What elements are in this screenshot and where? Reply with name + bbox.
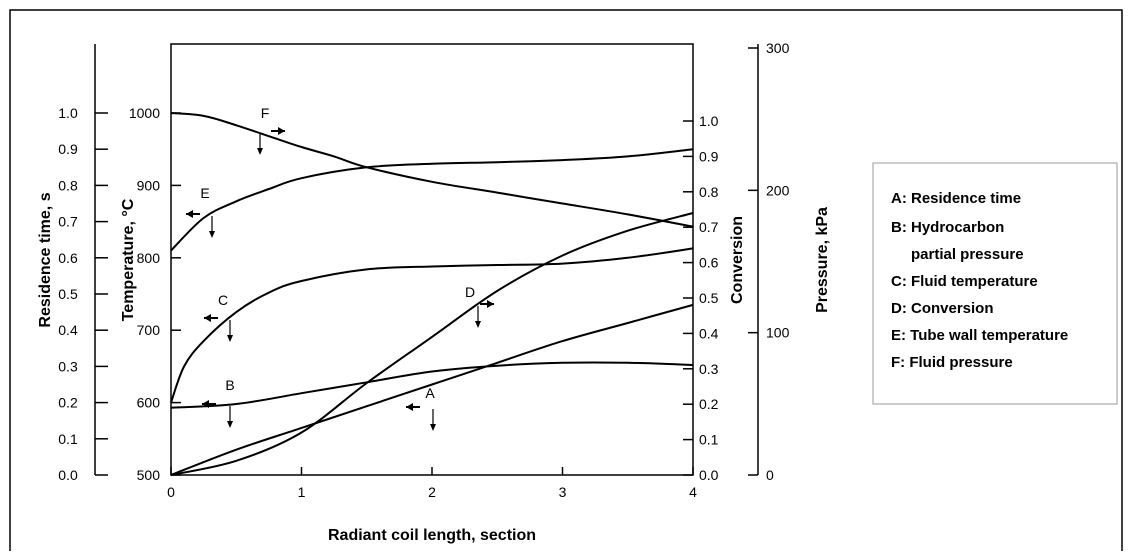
legend-entry-b: B: Hydrocarbon xyxy=(891,219,1004,236)
ticks-layer: 0.0 0.1 0.2 0.3 0.4 0.5 0.6 0.7 0.8 0.9 1.0 500 600 7… xyxy=(58,40,789,500)
curve-label-f: F xyxy=(261,105,270,121)
series-line-b xyxy=(170,361,694,409)
x-tick-label: 2 xyxy=(428,484,436,500)
legend-entry-a: A: Residence time xyxy=(891,190,1021,207)
curve-label-b: B xyxy=(225,377,234,393)
x-tick-label: 0 xyxy=(167,484,175,500)
conversion-tick-label: 1.0 xyxy=(699,113,719,129)
residence-time-tick-label: 0.6 xyxy=(58,250,78,266)
x-tick-label: 3 xyxy=(559,484,567,500)
conversion-tick-label: 0.8 xyxy=(699,184,719,200)
temperature-tick-label: 500 xyxy=(137,467,161,483)
temperature-axis-title: Temperature, °C xyxy=(120,198,137,321)
pressure-tick-label: 300 xyxy=(766,40,790,56)
conversion-tick-label: 0.9 xyxy=(699,148,719,164)
curve-label-c: C xyxy=(218,292,228,308)
residence-time-tick-label: 1.0 xyxy=(58,105,78,121)
axis-pointer-arrowhead xyxy=(406,403,413,411)
axis-pointer-arrowhead xyxy=(204,314,211,322)
conversion-tick-label: 0.0 xyxy=(699,467,719,483)
residence-time-axis-title: Residence time, s xyxy=(37,192,54,327)
figure-frame xyxy=(9,9,1123,556)
residence-time-tick-label: 0.9 xyxy=(58,141,78,157)
drop-arrowhead xyxy=(430,424,436,431)
residence-time-tick-label: 0.1 xyxy=(58,431,78,447)
drop-arrowhead xyxy=(475,321,481,328)
pressure-tick-label: 200 xyxy=(766,182,790,198)
drop-arrowhead xyxy=(227,335,233,342)
series-line-f xyxy=(170,112,694,228)
drop-arrowhead xyxy=(227,421,233,428)
conversion-tick-label: 0.1 xyxy=(699,432,719,448)
drop-arrowhead xyxy=(257,148,263,155)
x-tick-label: 4 xyxy=(689,484,697,500)
residence-time-tick-label: 0.2 xyxy=(58,395,78,411)
temperature-tick-label: 600 xyxy=(137,395,161,411)
temperature-tick-label: 1000 xyxy=(129,105,160,121)
series-line-a xyxy=(170,303,694,476)
temperature-tick-label: 900 xyxy=(137,177,161,193)
residence-time-tick-label: 0.4 xyxy=(58,322,78,338)
conversion-tick-label: 0.7 xyxy=(699,219,719,235)
pressure-axis-title: Pressure, kPa xyxy=(814,207,831,313)
x-tick-label: 1 xyxy=(298,484,306,500)
curves-layer xyxy=(170,112,694,476)
conversion-tick-label: 0.6 xyxy=(699,255,719,271)
conversion-tick-label: 0.2 xyxy=(699,396,719,412)
residence-time-tick-label: 0.7 xyxy=(58,214,78,230)
legend-entry-f: F: Fluid pressure xyxy=(891,354,1013,371)
curve-label-e: E xyxy=(200,185,209,201)
residence-time-tick-label: 0.0 xyxy=(58,467,78,483)
axis-pointer-arrowhead xyxy=(487,300,494,308)
legend: A: Residence time B: Hydrocarbon partial… xyxy=(872,162,1118,405)
legend-box xyxy=(872,162,1118,405)
series-line-e xyxy=(170,148,694,252)
conversion-tick-label: 0.4 xyxy=(699,325,719,341)
axis-pointer-arrowhead xyxy=(202,400,209,408)
temperature-tick-label: 800 xyxy=(137,250,161,266)
legend-entry-b-continued: partial pressure xyxy=(911,246,1024,263)
markers-layer: A B C D E F xyxy=(186,105,494,431)
axis-pointer-arrowhead xyxy=(278,127,285,135)
legend-entry-d: D: Conversion xyxy=(891,300,994,317)
residence-time-tick-label: 0.3 xyxy=(58,358,78,374)
conversion-tick-label: 0.3 xyxy=(699,361,719,377)
legend-entry-c: C: Fluid temperature xyxy=(891,273,1038,290)
axis-pointer-arrowhead xyxy=(186,210,193,218)
temperature-tick-label: 700 xyxy=(137,322,161,338)
curve-label-a: A xyxy=(425,385,435,401)
drop-arrowhead xyxy=(209,231,215,238)
series-line-d xyxy=(170,212,694,476)
series-line-c xyxy=(170,247,694,403)
pressure-tick-label: 100 xyxy=(766,325,790,341)
x-axis-title: Radiant coil length, section xyxy=(328,527,536,544)
conversion-axis-title: Conversion xyxy=(729,216,746,304)
residence-time-tick-label: 0.5 xyxy=(58,286,78,302)
pressure-tick-label: 0 xyxy=(766,467,774,483)
residence-time-tick-label: 0.8 xyxy=(58,177,78,193)
conversion-tick-label: 0.5 xyxy=(699,290,719,306)
legend-entry-e: E: Tube wall temperature xyxy=(891,327,1068,344)
curve-label-d: D xyxy=(465,284,475,300)
